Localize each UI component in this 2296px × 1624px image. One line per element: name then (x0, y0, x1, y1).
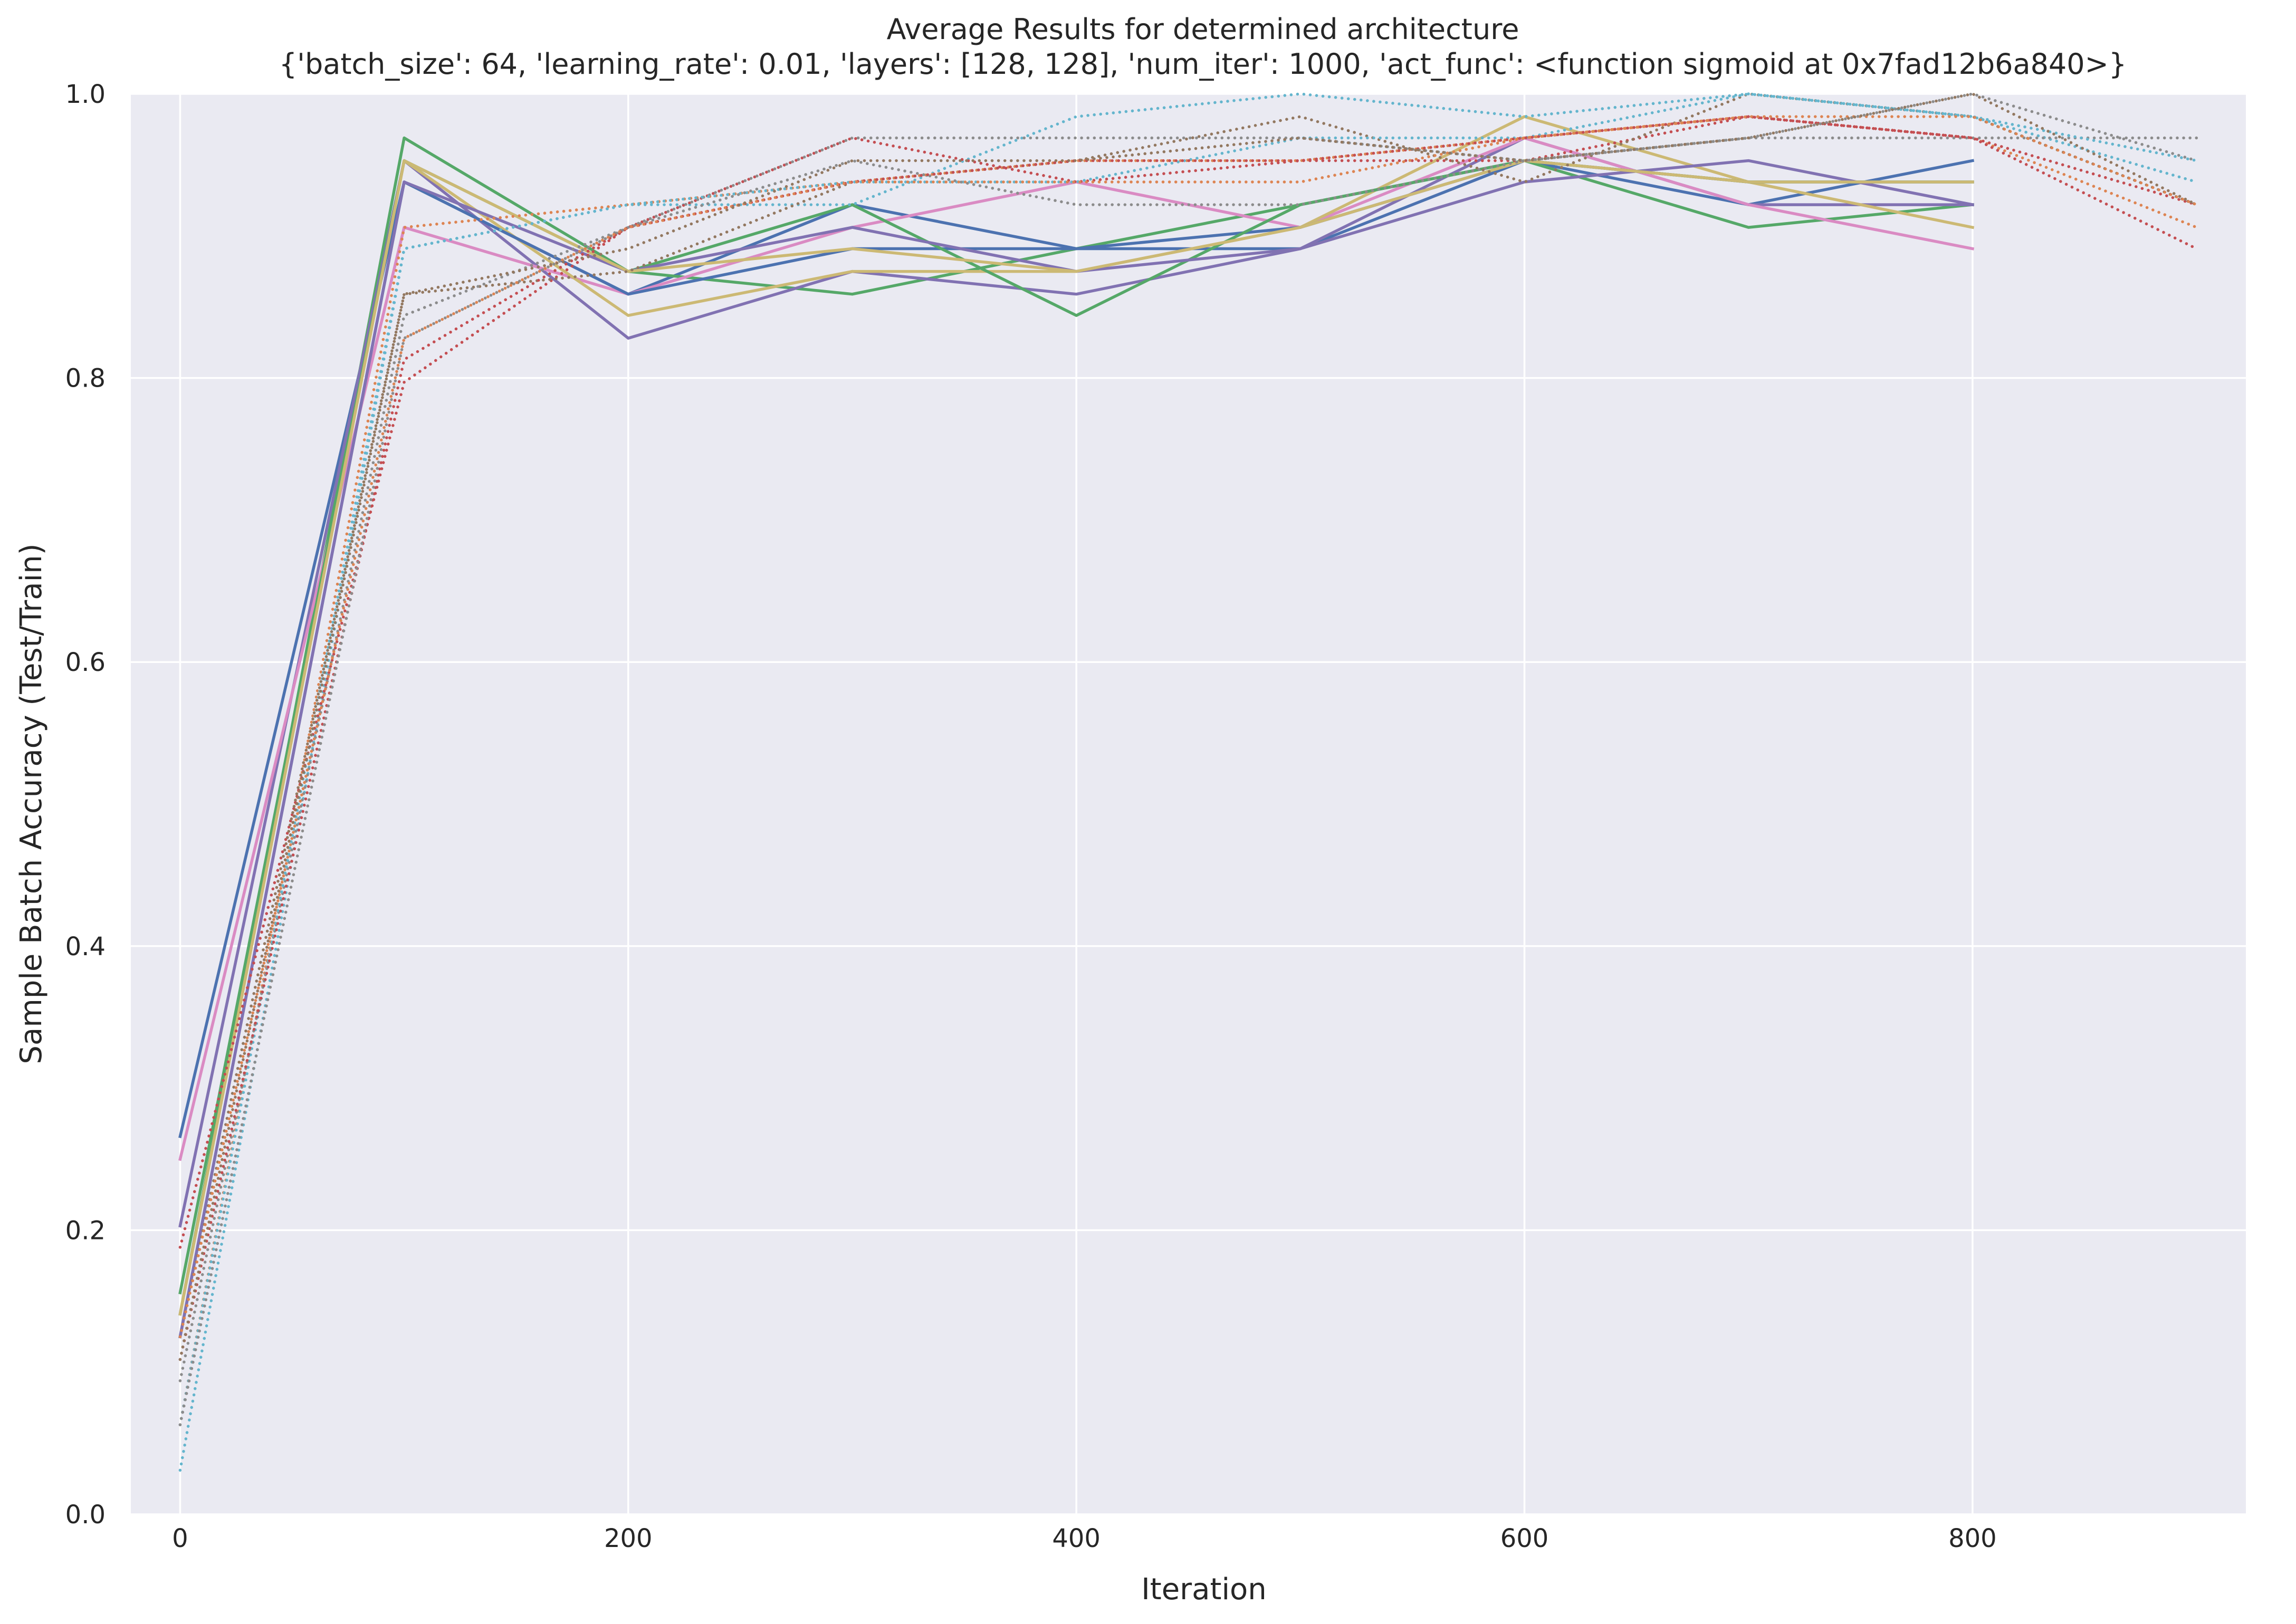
chart-title: Average Results for determined architect… (887, 13, 1519, 46)
y-tick-label: 0.6 (65, 648, 106, 677)
grid-lines (131, 93, 2246, 1515)
x-axis-label: Iteration (1141, 1572, 1267, 1607)
x-tick-label: 400 (1052, 1524, 1101, 1553)
x-tick-label: 600 (1500, 1524, 1549, 1553)
tick-labels: 0 200 400 600 800 0.0 0.2 0.4 0.6 0.8 1.0 (65, 80, 1997, 1553)
x-tick-label: 800 (1948, 1524, 1997, 1553)
plot-background (131, 94, 2246, 1514)
dotted-series-line-10 (178, 92, 2198, 1472)
solid-series-line-9 (178, 159, 1974, 1316)
y-tick-label: 0.4 (65, 932, 106, 962)
y-tick-label: 1.0 (65, 80, 106, 109)
dotted-series-line-19 (178, 92, 2198, 1361)
dotted-series-line-15 (178, 92, 2198, 1427)
y-tick-label: 0.2 (65, 1216, 106, 1245)
y-tick-label: 0.0 (65, 1500, 106, 1530)
dotted-series-line-18 (178, 92, 2198, 1427)
x-tick-label: 200 (604, 1524, 653, 1553)
y-axis-label: Sample Batch Accuracy (Test/Train) (14, 543, 49, 1064)
solid-series-line-4 (178, 136, 1975, 1161)
x-tick-label: 0 (172, 1524, 188, 1553)
dotted-series-line-12 (178, 115, 2198, 1249)
chart-subtitle: {'batch_size': 64, 'learning_rate': 0.01… (279, 47, 2127, 81)
series-lines (178, 92, 2198, 1472)
dotted-series-line-16 (178, 115, 2198, 1361)
y-tick-label: 0.8 (65, 364, 106, 393)
